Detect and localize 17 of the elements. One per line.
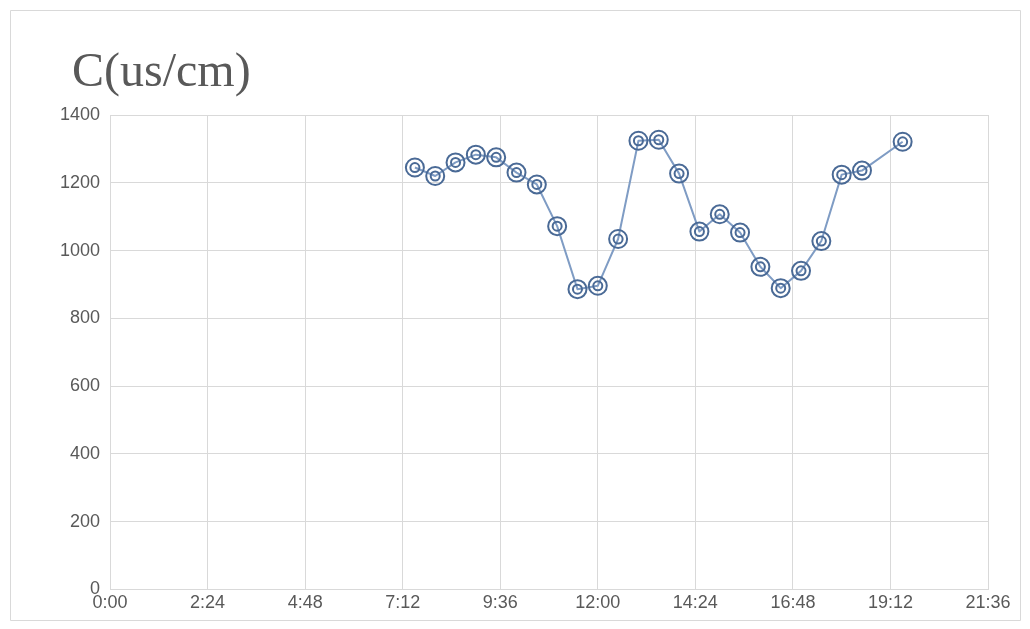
y-tick-label: 400 xyxy=(70,442,101,463)
y-tick-label: 1200 xyxy=(60,171,101,192)
y-tick-label: 200 xyxy=(70,510,101,531)
x-tick-label: 2:24 xyxy=(190,592,226,613)
y-tick-label: 1000 xyxy=(60,239,101,260)
x-tick-label: 16:48 xyxy=(770,592,816,613)
x-tick-label: 9:36 xyxy=(482,592,518,613)
x-tick-label: 19:12 xyxy=(867,592,913,613)
x-tick-label: 12:00 xyxy=(575,592,621,613)
y-tick-label: 600 xyxy=(70,375,101,396)
chart-title: C(us/cm) xyxy=(72,42,251,97)
y-tick-label: 800 xyxy=(70,307,101,328)
x-tick-label: 14:24 xyxy=(672,592,718,613)
y-tick-label: 1400 xyxy=(60,103,101,124)
x-tick-label: 7:12 xyxy=(385,592,421,613)
x-tick-label: 4:48 xyxy=(287,592,323,613)
x-tick-label: 21:36 xyxy=(965,592,1011,613)
